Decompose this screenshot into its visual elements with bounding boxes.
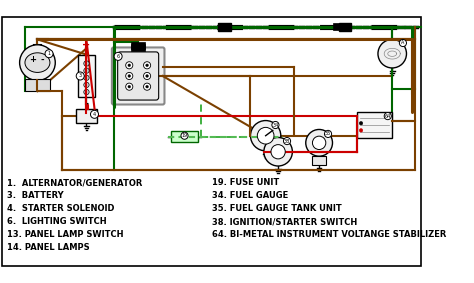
- Bar: [339, 23, 351, 31]
- Circle shape: [114, 52, 122, 60]
- Circle shape: [146, 85, 148, 88]
- Circle shape: [283, 138, 291, 145]
- FancyBboxPatch shape: [118, 52, 159, 100]
- Circle shape: [146, 75, 148, 77]
- Text: 19: 19: [182, 133, 188, 138]
- Circle shape: [84, 89, 89, 95]
- Circle shape: [312, 136, 326, 149]
- Bar: [312, 156, 326, 165]
- Circle shape: [400, 39, 407, 47]
- Text: 6.  LIGHTING SWITCH: 6. LIGHTING SWITCH: [7, 217, 107, 226]
- Bar: [333, 23, 344, 30]
- Text: 4: 4: [93, 112, 96, 117]
- Text: 4.  STARTER SOLENOID: 4. STARTER SOLENOID: [7, 204, 115, 213]
- Text: 14. PANEL LAMPS: 14. PANEL LAMPS: [7, 243, 90, 252]
- Circle shape: [306, 129, 332, 156]
- Circle shape: [257, 127, 274, 144]
- Circle shape: [84, 82, 89, 87]
- Text: 34. FUEL GAUGE: 34. FUEL GAUGE: [212, 191, 288, 200]
- Circle shape: [84, 61, 89, 66]
- Text: A: A: [401, 40, 405, 46]
- Text: +: +: [82, 40, 91, 50]
- Circle shape: [144, 72, 151, 80]
- Circle shape: [126, 83, 133, 90]
- Bar: [25, 79, 50, 91]
- Circle shape: [84, 75, 89, 80]
- Circle shape: [271, 145, 285, 159]
- Circle shape: [378, 39, 407, 68]
- Text: -: -: [40, 55, 44, 65]
- Text: 38: 38: [284, 139, 290, 143]
- Text: 1: 1: [47, 51, 51, 56]
- Text: 19. FUSE UNIT: 19. FUSE UNIT: [212, 179, 279, 188]
- FancyBboxPatch shape: [112, 48, 164, 104]
- Circle shape: [359, 121, 363, 125]
- Text: 13. PANEL LAMP SWITCH: 13. PANEL LAMP SWITCH: [7, 230, 124, 239]
- Circle shape: [144, 83, 151, 90]
- Bar: [131, 44, 146, 51]
- Text: 64: 64: [384, 113, 391, 119]
- Circle shape: [128, 64, 131, 67]
- Circle shape: [384, 113, 392, 120]
- Text: 64. BI-METAL INSTRUMENT VOLTANGE STABILIZER: 64. BI-METAL INSTRUMENT VOLTANGE STABILI…: [212, 230, 447, 239]
- Circle shape: [325, 130, 332, 138]
- Circle shape: [264, 138, 292, 166]
- Bar: [76, 109, 97, 123]
- Circle shape: [250, 121, 281, 151]
- Text: 34: 34: [273, 123, 279, 128]
- Circle shape: [126, 72, 133, 80]
- Circle shape: [272, 121, 279, 128]
- Text: -: -: [84, 99, 89, 109]
- Text: 3: 3: [79, 74, 82, 78]
- Circle shape: [181, 132, 188, 139]
- Bar: [356, 112, 392, 138]
- Bar: [171, 131, 198, 142]
- Text: 38. IGNITION/STARTER SWITCH: 38. IGNITION/STARTER SWITCH: [212, 217, 357, 226]
- Ellipse shape: [25, 53, 50, 72]
- Text: 35: 35: [325, 131, 331, 136]
- Bar: [219, 23, 231, 31]
- Bar: [131, 42, 146, 49]
- Text: 35. FUEL GAUGE TANK UNIT: 35. FUEL GAUGE TANK UNIT: [212, 204, 342, 213]
- Circle shape: [76, 72, 84, 80]
- Text: 1.  ALTERNATOR/GENERATOR: 1. ALTERNATOR/GENERATOR: [7, 179, 143, 188]
- Text: +: +: [29, 55, 36, 65]
- Bar: [218, 23, 228, 30]
- Circle shape: [146, 64, 148, 67]
- Circle shape: [359, 128, 363, 132]
- Text: 6: 6: [117, 54, 119, 59]
- Circle shape: [128, 85, 131, 88]
- Circle shape: [91, 110, 99, 118]
- Text: 3.  BATTERY: 3. BATTERY: [7, 191, 64, 200]
- Circle shape: [84, 68, 89, 73]
- Circle shape: [19, 45, 55, 80]
- Circle shape: [45, 50, 53, 58]
- Circle shape: [128, 75, 131, 77]
- Circle shape: [144, 62, 151, 69]
- Circle shape: [126, 62, 133, 69]
- Bar: [78, 55, 95, 97]
